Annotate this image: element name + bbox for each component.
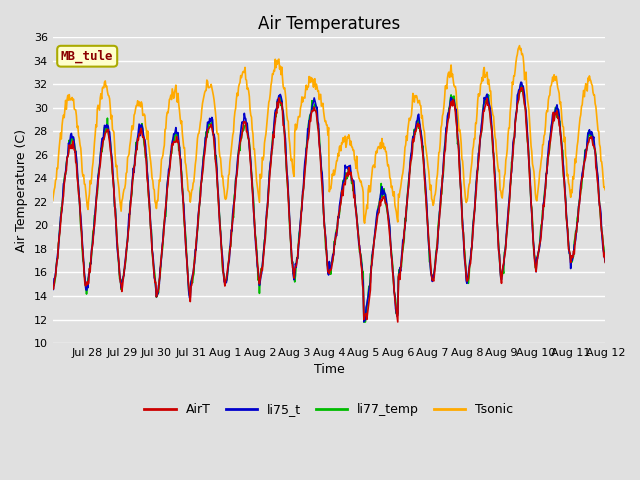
Y-axis label: Air Temperature (C): Air Temperature (C) [15,129,28,252]
li75_t [360,319,368,324]
li77_temp [602,259,609,264]
Tsonic [215,146,223,152]
Tsonic [516,43,524,48]
li77_temp [517,81,525,86]
Legend: AirT, li75_t, li77_temp, Tsonic: AirT, li75_t, li77_temp, Tsonic [140,398,518,421]
li77_temp [418,135,426,141]
Line: li77_temp: li77_temp [52,84,605,322]
AirT [215,211,223,216]
Line: AirT: AirT [52,88,605,322]
li77_temp [114,244,122,250]
Tsonic [114,175,122,180]
li77_temp [264,205,271,211]
li75_t [418,133,426,139]
li75_t [387,240,394,246]
li77_temp [215,207,223,213]
Title: Air Temperatures: Air Temperatures [258,15,400,33]
AirT [518,85,526,91]
Tsonic [602,187,609,193]
Tsonic [418,115,426,121]
Tsonic [49,198,56,204]
AirT [243,129,250,134]
Line: li75_t: li75_t [52,82,605,322]
li77_temp [243,121,250,127]
AirT [264,205,271,211]
AirT [386,234,394,240]
AirT [49,283,56,289]
li75_t [114,248,122,254]
Line: Tsonic: Tsonic [52,46,605,223]
Tsonic [243,77,250,83]
li77_temp [387,242,394,248]
AirT [418,139,426,144]
Tsonic [361,220,369,226]
li77_temp [360,319,368,325]
li75_t [49,287,56,292]
li75_t [215,206,223,212]
X-axis label: Time: Time [314,363,344,376]
Text: MB_tule: MB_tule [61,49,113,63]
li75_t [264,204,271,210]
AirT [602,260,609,265]
Tsonic [264,115,271,120]
li75_t [602,259,609,264]
Tsonic [387,177,394,182]
li75_t [517,79,525,85]
AirT [114,243,122,249]
li75_t [243,122,250,128]
li77_temp [49,279,56,285]
AirT [394,319,402,325]
